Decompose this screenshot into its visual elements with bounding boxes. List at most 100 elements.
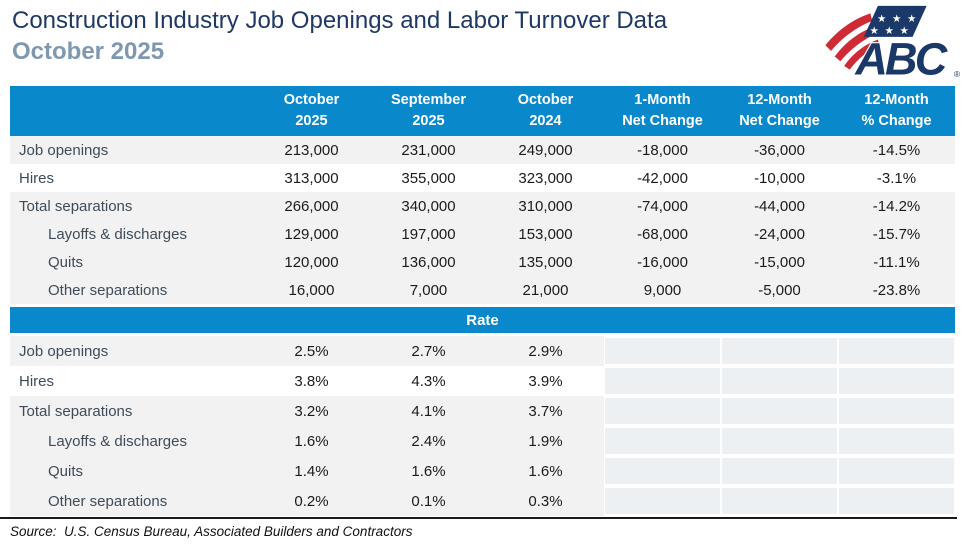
cell-value: -15.7% bbox=[872, 225, 921, 243]
table-row: Quits 1.4% 1.6% 1.6% bbox=[10, 456, 955, 486]
empty-cell-fill bbox=[839, 428, 954, 454]
cell-value: 2.9% bbox=[487, 336, 604, 366]
cell-value: -18,000 bbox=[637, 141, 688, 159]
header-cell: October 2024 bbox=[517, 91, 574, 129]
table-row: Hires 3.8% 4.3% 3.9% bbox=[10, 366, 955, 396]
header-cell: 12-Month Net Change bbox=[739, 91, 820, 129]
cell-value: -16,000 bbox=[637, 253, 688, 271]
empty-cell bbox=[838, 456, 955, 486]
table-row: Hires 313,000 355,000 323,000 -42,000 -10,000… bbox=[10, 164, 955, 192]
cell-value: 310,000 bbox=[518, 197, 573, 215]
page-subtitle: October 2025 bbox=[12, 37, 165, 65]
cell-value: 3.7% bbox=[487, 396, 604, 426]
header-cell: September 2025 bbox=[391, 91, 466, 129]
cell-value: -14.5% bbox=[872, 141, 921, 159]
cell-value: -11.1% bbox=[873, 253, 920, 271]
flag-canton bbox=[863, 5, 927, 37]
row-label: Layoffs & discharges bbox=[48, 225, 187, 243]
empty-cell-fill bbox=[839, 488, 954, 514]
empty-cell bbox=[838, 486, 955, 516]
cell-value: 7,000 bbox=[409, 281, 448, 299]
cell-value: 0.2% bbox=[253, 486, 370, 516]
title-block: Construction Industry Job Openings and L… bbox=[12, 7, 667, 66]
cell-value: -3.1% bbox=[876, 169, 917, 187]
cell-value: 4.3% bbox=[370, 366, 487, 396]
table-row: Job openings 2.5% 2.7% 2.9% bbox=[10, 336, 955, 366]
empty-cell bbox=[721, 336, 838, 366]
cell-value: 197,000 bbox=[401, 225, 456, 243]
row-label: Job openings bbox=[19, 141, 109, 159]
row-label: Total separations bbox=[19, 197, 133, 215]
empty-cell-fill bbox=[722, 428, 837, 454]
cell-value: -14.2% bbox=[872, 197, 921, 215]
empty-cell bbox=[604, 456, 721, 486]
empty-cell-fill bbox=[722, 368, 837, 394]
svg-text:★: ★ bbox=[877, 14, 886, 25]
empty-cell-fill bbox=[605, 398, 720, 424]
row-label: Other separations bbox=[10, 486, 253, 516]
empty-cell bbox=[604, 366, 721, 396]
empty-cell-fill bbox=[605, 488, 720, 514]
empty-cell bbox=[721, 366, 838, 396]
header-cell: 1-Month Net Change bbox=[622, 91, 703, 129]
row-label: Hires bbox=[19, 169, 55, 187]
empty-cell-fill bbox=[605, 458, 720, 484]
svg-text:★: ★ bbox=[870, 26, 879, 37]
row-label: Layoffs & discharges bbox=[10, 426, 253, 456]
table-row: Total separations 266,000 340,000 310,000 -7… bbox=[10, 192, 955, 220]
cell-value: 0.1% bbox=[370, 486, 487, 516]
svg-text:★: ★ bbox=[900, 26, 909, 37]
cell-value: 2.5% bbox=[253, 336, 370, 366]
cell-value: 153,000 bbox=[518, 225, 573, 243]
rate-section-header: Rate bbox=[10, 307, 955, 333]
empty-cell-fill bbox=[839, 458, 954, 484]
jolts-table: October 2025 September 2025 October 2024… bbox=[10, 86, 955, 516]
cell-value: 1.6% bbox=[370, 456, 487, 486]
cell-value: 3.2% bbox=[253, 396, 370, 426]
header-cell-empty bbox=[10, 86, 253, 136]
cell-value: 1.6% bbox=[253, 426, 370, 456]
svg-text:★: ★ bbox=[907, 14, 916, 25]
cell-value: 21,000 bbox=[522, 281, 569, 299]
abc-logo: ★ ★ ★ ★ ★ ★ ABC ® bbox=[816, 2, 966, 85]
cell-value: 129,000 bbox=[284, 225, 339, 243]
empty-cell-fill bbox=[839, 338, 954, 364]
table-row: Job openings 213,000 231,000 249,000 -18,000… bbox=[10, 136, 955, 164]
empty-cell-fill bbox=[605, 428, 720, 454]
cell-value: -10,000 bbox=[754, 169, 805, 187]
table-row: Quits 120,000 136,000 135,000 -16,000 -15,000… bbox=[10, 248, 955, 276]
row-label: Other separations bbox=[48, 281, 168, 299]
empty-cell-fill bbox=[605, 368, 720, 394]
cell-value: 1.9% bbox=[487, 426, 604, 456]
table-row: Layoffs & discharges 129,000 197,000 153,00… bbox=[10, 220, 955, 248]
empty-cell bbox=[838, 426, 955, 456]
empty-cell-fill bbox=[722, 488, 837, 514]
row-label: Quits bbox=[48, 253, 84, 271]
cell-value: 4.1% bbox=[370, 396, 487, 426]
cell-value: -23.8% bbox=[872, 281, 921, 299]
cell-value: 0.3% bbox=[487, 486, 604, 516]
cell-value: 231,000 bbox=[401, 141, 456, 159]
empty-cell-fill bbox=[839, 368, 954, 394]
cell-value: 3.8% bbox=[253, 366, 370, 396]
svg-text:★: ★ bbox=[892, 14, 901, 25]
cell-value: 3.9% bbox=[487, 366, 604, 396]
cell-value: -74,000 bbox=[637, 197, 688, 215]
cell-value: 1.4% bbox=[253, 456, 370, 486]
level-section: Job openings 213,000 231,000 249,000 -18,000… bbox=[10, 136, 955, 304]
abc-flag-logo-icon: ★ ★ ★ ★ ★ ★ ABC ® bbox=[825, 5, 961, 85]
empty-cell bbox=[721, 396, 838, 426]
empty-cell-fill bbox=[605, 338, 720, 364]
table-row: Other separations 0.2% 0.1% 0.3% bbox=[10, 486, 955, 516]
empty-cell bbox=[838, 366, 955, 396]
cell-value: -15,000 bbox=[754, 253, 805, 271]
table-row: Other separations 16,000 7,000 21,000 9,000 -… bbox=[10, 276, 955, 304]
header-cell: 12-Month % Change bbox=[861, 91, 932, 129]
flag-stars-icon: ★ ★ ★ ★ ★ ★ bbox=[870, 14, 917, 37]
cell-value: 249,000 bbox=[518, 141, 573, 159]
registered-mark: ® bbox=[954, 69, 961, 79]
cell-value: 323,000 bbox=[518, 169, 573, 187]
empty-cell-fill bbox=[722, 458, 837, 484]
cell-value: 135,000 bbox=[518, 253, 573, 271]
